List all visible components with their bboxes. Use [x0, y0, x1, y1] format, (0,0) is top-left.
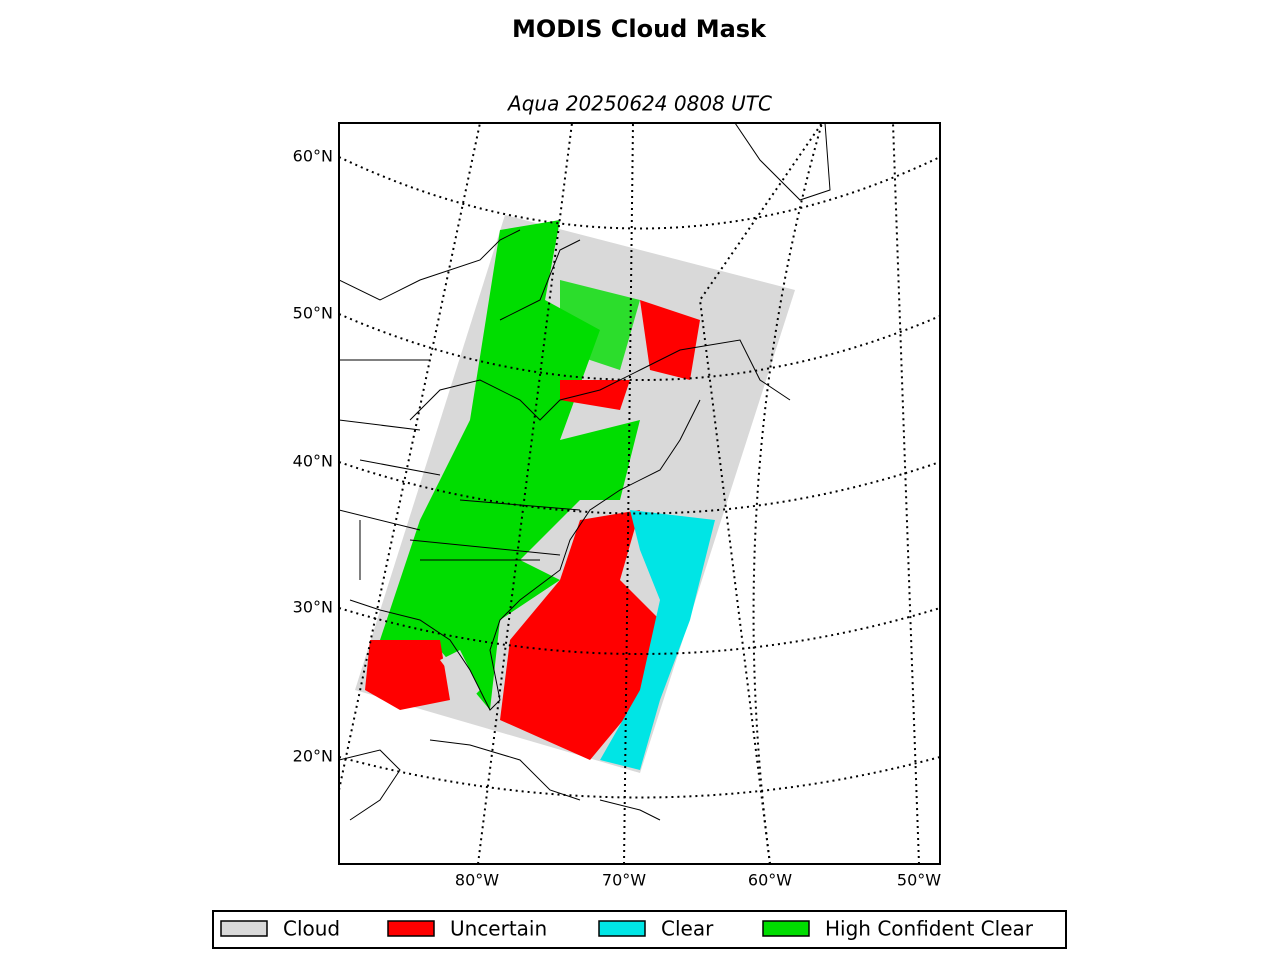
lat-label: 20°N [293, 747, 333, 766]
legend-swatch [598, 920, 646, 937]
legend-label: High Confident Clear [825, 917, 1034, 941]
parallel [339, 607, 940, 655]
meridian [892, 123, 920, 864]
legend-swatch [762, 920, 810, 937]
title: MODIS Cloud Mask [512, 15, 767, 43]
parallel [339, 313, 940, 381]
legend-label: Clear [661, 917, 714, 941]
lat-label: 50°N [293, 304, 333, 323]
lat-label: 40°N [293, 452, 333, 471]
subtitle: Aqua 20250624 0808 UTC [506, 92, 772, 116]
coastline [339, 229, 791, 821]
clear-water-region [600, 510, 715, 770]
lat-label: 30°N [293, 598, 333, 617]
cloud-region [440, 650, 480, 700]
uncertain-region [500, 510, 660, 760]
legend-label: Uncertain [450, 917, 547, 941]
boundaries [339, 359, 581, 580]
legend-swatch [220, 920, 268, 937]
parallel [339, 461, 940, 515]
map-frame [338, 122, 941, 865]
lat-label: 60°N [293, 147, 333, 166]
lon-label: 80°W [455, 871, 499, 890]
uncertain-region [365, 640, 450, 710]
greenland [734, 123, 831, 201]
map-area [339, 123, 940, 864]
uncertain-region [640, 300, 700, 380]
legend-label: Cloud [283, 917, 340, 941]
clear-region [560, 280, 640, 370]
uncertain-region [560, 380, 630, 410]
meridian [477, 123, 573, 864]
lon-label: 50°W [897, 871, 941, 890]
meridian [752, 123, 823, 864]
lon-label: 60°W [748, 871, 792, 890]
parallel [339, 156, 940, 230]
lon-label: 70°W [602, 871, 646, 890]
legend-swatch [387, 920, 435, 937]
